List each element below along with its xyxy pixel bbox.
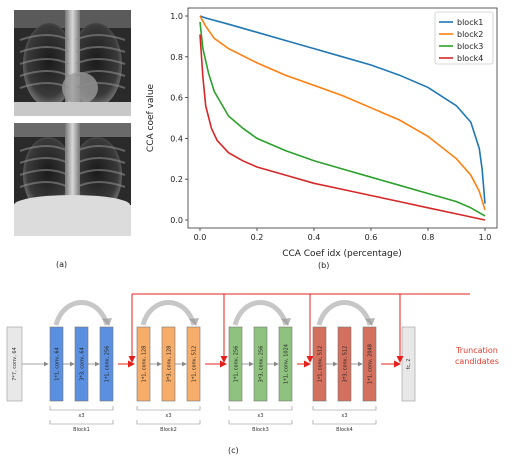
- y-tick-label: 0.8: [170, 53, 183, 62]
- truncation-label-line2: candidates: [455, 357, 499, 366]
- repeat-label: x3: [257, 413, 263, 419]
- repeat-label: x3: [341, 413, 347, 419]
- block-name-label: Block3: [252, 427, 269, 433]
- block-bracket: [228, 420, 293, 425]
- block-bracket: [136, 420, 201, 425]
- stem-conv-label: 7*7, conv, 64: [12, 347, 18, 381]
- legend-box: [434, 11, 494, 65]
- repeat-label: x3: [165, 413, 171, 419]
- truncation-candidates-label: Truncation candidates: [455, 345, 499, 367]
- legend-label-block2: block2: [457, 30, 483, 39]
- plot-frame: [187, 7, 498, 229]
- xray-image-top: [14, 10, 131, 116]
- layer-label: 1*1, conv, 256: [234, 346, 240, 383]
- skip-connection-arrow: [140, 300, 197, 326]
- skip-connection-arrowhead: [102, 318, 112, 326]
- layer-label: 1*1, conv, 512: [318, 346, 324, 383]
- layer-label: 3*3, conv, 128: [167, 346, 173, 383]
- skip-connection-arrow: [316, 300, 373, 326]
- repeat-bracket: [228, 406, 293, 411]
- block-bracket: [312, 420, 377, 425]
- fc-box: [401, 326, 416, 402]
- y-tick-label: 0.4: [170, 134, 183, 143]
- caption-b: (b): [318, 261, 329, 270]
- layer-label: 1*1, conv, 1024: [284, 344, 290, 384]
- xray-image-bottom: [14, 123, 131, 236]
- skip-connection-arrowhead: [365, 318, 375, 326]
- layer-label: 1*1, conv, 512: [192, 346, 198, 383]
- layer-label: 1*1, conv, 64: [55, 347, 61, 381]
- y-axis-label: CCA coef value: [146, 83, 156, 152]
- skip-connection-arrowhead: [281, 318, 291, 326]
- x-axis-label: CCA Coef idx (percentage): [282, 249, 402, 259]
- truncation-label-line1: Truncation: [456, 346, 498, 355]
- x-tick-label: 0.2: [251, 233, 264, 242]
- repeat-label: x3: [78, 413, 84, 419]
- repeat-bracket: [312, 406, 377, 411]
- cca-chart: 0.0 0.2 0.4 0.6 0.8 1.0 0.0 0.2 0.4 0.6 0.8 1.0 bloc…: [146, 7, 498, 270]
- repeat-bracket: [49, 406, 114, 411]
- skip-connection-arrow: [232, 300, 289, 326]
- block-name-label: Block1: [73, 427, 90, 433]
- series-line-block2: [199, 15, 486, 211]
- series-line-block1: [199, 15, 486, 204]
- legend-label-block4: block4: [457, 54, 483, 63]
- skip-connection-arrowhead: [189, 318, 199, 326]
- layer-box: [362, 326, 377, 402]
- layer-label: 1*1, conv, 128: [142, 346, 148, 383]
- block-bracket: [49, 420, 114, 425]
- y-tick-label: 1.0: [170, 12, 183, 21]
- x-tick-label: 0.8: [422, 233, 435, 242]
- repeat-bracket: [136, 406, 201, 411]
- block-name-label: Block4: [336, 427, 353, 433]
- layer-label: 1*1, conv, 2048: [368, 344, 374, 384]
- skip-connection-arrow: [53, 300, 110, 326]
- x-tick-label: 1.0: [479, 233, 492, 242]
- y-tick-label: 0.6: [170, 94, 183, 103]
- x-tick-label: 0.6: [365, 233, 378, 242]
- layer-box: [99, 326, 114, 402]
- series-line-block3: [199, 22, 486, 217]
- layer-label: 3*3, conv, 64: [80, 347, 86, 381]
- layer-box: [278, 326, 293, 402]
- layer-label: 3*3, conv, 256: [259, 346, 265, 383]
- layer-label: 3*3, conv, 512: [343, 346, 349, 383]
- caption-c: (c): [228, 446, 239, 455]
- y-tick-label: 0.0: [170, 216, 183, 225]
- fc-label: fc, 2: [406, 359, 412, 370]
- legend-label-block1: block1: [457, 18, 483, 27]
- x-tick-label: 0.4: [308, 233, 321, 242]
- legend-label-block3: block3: [457, 42, 483, 51]
- x-tick-label: 0.0: [194, 233, 207, 242]
- layer-label: 1*1, conv, 256: [105, 346, 111, 383]
- resnet-diagram: 7*7, conv, 64 1*1, conv, 64 3*3, conv, 64 1…: [6, 293, 470, 455]
- y-tick-label: 0.2: [170, 175, 183, 184]
- series-line-block4: [199, 34, 486, 221]
- layer-box: [186, 326, 201, 402]
- block-name-label: Block2: [160, 427, 177, 433]
- caption-a: (a): [56, 260, 68, 269]
